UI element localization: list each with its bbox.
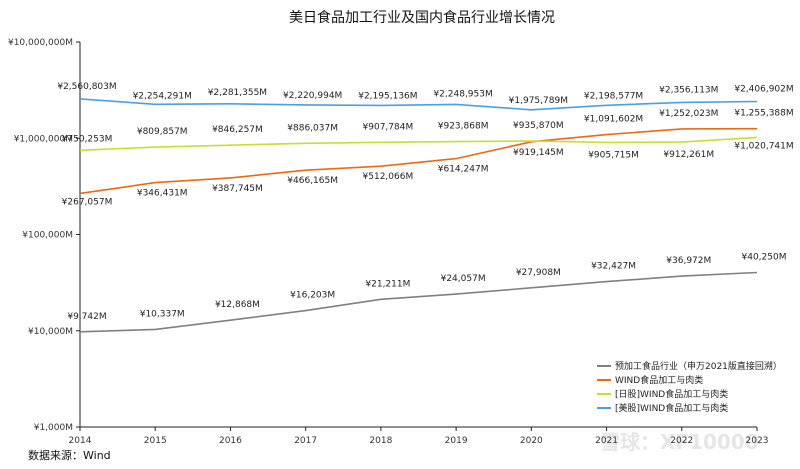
x-tick-label: 2014 [69,436,92,446]
series-line [79,127,758,195]
data-label: ¥2,248,953M [433,89,492,99]
data-labels: ¥9,742M ¥10,337M ¥12,868M ¥16,203M ¥21,211M ¥… [57,82,793,322]
data-label: ¥1,252,023M [659,109,718,119]
legend: 预加工食品行业（申万2021版直接回溯） WIND食品加工与肉类 [日股]WIND食… [597,360,782,414]
x-tick-label: 2016 [219,436,242,446]
x-tick-label: 2019 [445,436,468,446]
data-label: ¥40,250M [742,253,787,263]
legend-label: [日股]WIND食品加工与肉类 [615,388,728,400]
x-tick-label: 2022 [670,436,693,446]
y-tick-label: ¥1,000M [34,423,73,433]
x-tick-label: 2020 [520,436,543,446]
data-label: ¥27,908M [516,268,561,278]
data-label: ¥466,165M [287,176,338,186]
legend-label: [美股]WIND食品加工与肉类 [615,402,728,414]
data-label: ¥2,281,355M [208,88,267,98]
data-label: ¥36,972M [666,256,711,266]
data-label: ¥2,198,577M [584,91,643,101]
data-label: ¥24,057M [441,274,486,284]
legend-label: 预加工食品行业（申万2021版直接回溯） [615,360,782,372]
data-label: ¥2,356,113M [659,85,718,95]
data-label: ¥905,715M [588,150,639,160]
data-label: ¥16,203M [290,291,335,301]
data-label: ¥846,257M [212,125,263,135]
legend-label: WIND食品加工与肉类 [615,374,703,386]
data-label: ¥10,337M [140,309,185,319]
x-tick-label: 2015 [144,436,167,446]
x-tick-label: 2018 [369,436,392,446]
data-label: ¥2,406,902M [734,85,793,95]
series-lines [79,98,758,333]
data-label: ¥1,091,602M [584,115,643,125]
data-label: ¥886,037M [287,123,338,133]
series-line [79,136,758,152]
x-tick-label: 2021 [595,436,618,446]
series-line [79,98,758,111]
data-label: ¥614,247M [438,165,489,175]
data-label: ¥923,868M [438,122,489,132]
y-tick-label: ¥1,000,000M [14,134,73,144]
data-label: ¥2,220,994M [283,91,342,101]
data-label: ¥2,254,291M [133,91,192,101]
x-tick-label: 2023 [746,436,769,446]
data-label: ¥387,745M [212,184,263,194]
axes: ¥1,000M ¥10,000M ¥100,000M ¥1,000,000M ¥10,0… [8,38,768,446]
data-label: ¥907,784M [363,122,414,132]
data-label: ¥912,261M [663,150,714,160]
y-tick-label: ¥10,000M [28,327,73,337]
data-label: ¥32,427M [591,262,636,272]
data-label: ¥267,057M [62,197,113,207]
data-label: ¥919,145M [513,148,564,158]
data-label: ¥512,066M [363,172,414,182]
y-tick-label: ¥10,000,000M [8,38,73,48]
data-label: ¥2,560,803M [57,82,116,92]
x-tick-label: 2017 [294,436,317,446]
data-label: ¥2,195,136M [358,91,417,101]
data-label: ¥809,857M [137,127,188,137]
chart-title: 美日食品加工行业及国内食品行业增长情况 [289,9,555,26]
y-tick-label: ¥100,000M [22,231,73,241]
watermark: 雪球：XF10000 [600,430,759,454]
data-label: ¥346,431M [137,189,188,199]
data-label: ¥9,742M [67,312,106,322]
source-note: 数据来源：Wind [28,448,111,462]
data-label: ¥21,211M [365,279,410,289]
data-label: ¥1,020,741M [734,141,793,151]
data-label: ¥750,253M [62,134,113,144]
data-label: ¥1,975,789M [509,96,568,106]
data-label: ¥12,868M [215,300,260,310]
series-line [79,271,758,333]
data-label: ¥935,870M [513,121,564,131]
data-label: ¥1,255,388M [734,109,793,119]
